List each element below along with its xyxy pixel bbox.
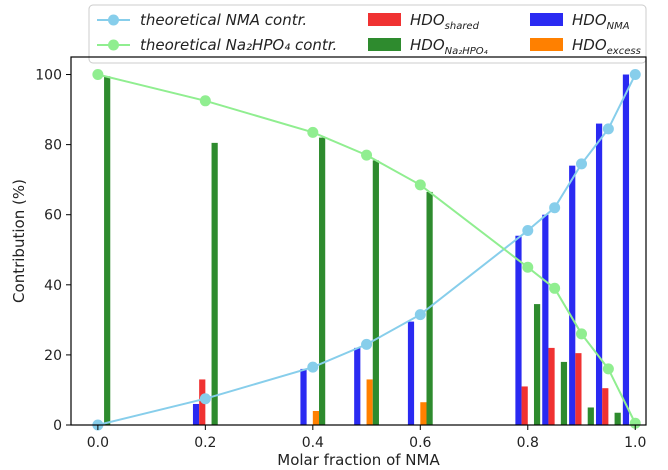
legend-label-excess: HDOexcess bbox=[572, 36, 641, 57]
point-theo_nma-2 bbox=[307, 361, 319, 373]
bar-excess-3 bbox=[366, 379, 373, 425]
legend-swatch-shared bbox=[368, 13, 401, 26]
point-theo_na-4 bbox=[414, 179, 426, 191]
line-theo_na bbox=[97, 73, 637, 424]
point-theo_na-2 bbox=[307, 126, 319, 138]
legend-label-shared: HDOshared bbox=[410, 11, 480, 32]
x-tick-label-0: 0.0 bbox=[87, 435, 109, 451]
bar-excess-4 bbox=[420, 402, 427, 425]
x-tick-label-5: 1.0 bbox=[624, 435, 646, 451]
bar-nma-1 bbox=[192, 403, 200, 425]
point-theo_na-0 bbox=[92, 69, 104, 81]
bar-excess-2 bbox=[312, 410, 320, 425]
bar-na2hpo4-3 bbox=[372, 160, 379, 425]
x-axis-label: Molar fraction of NMA bbox=[277, 451, 440, 469]
bar-nma-5 bbox=[515, 235, 522, 425]
bar-shared-7 bbox=[575, 353, 582, 425]
bar-nma-4 bbox=[407, 321, 415, 425]
point-theo_nma-1 bbox=[199, 393, 211, 405]
bar-nma-2 bbox=[300, 368, 307, 425]
legend-swatch-nma bbox=[530, 13, 563, 26]
point-theo_na-1 bbox=[199, 95, 211, 107]
bar-na2hpo4-0 bbox=[104, 76, 111, 425]
y-tick-label-4: 80 bbox=[44, 138, 62, 154]
y-axis-label: Contribution (%) bbox=[10, 179, 28, 303]
line-theo_nma bbox=[97, 74, 637, 426]
bar-nma-6 bbox=[542, 214, 549, 425]
bar-shared-5 bbox=[521, 386, 528, 425]
point-theo_na-5 bbox=[522, 261, 534, 273]
bar-nma-7 bbox=[569, 165, 576, 425]
point-theo_nma-9 bbox=[629, 69, 641, 81]
point-theo_na-8 bbox=[602, 363, 614, 375]
y-tick-label-0: 0 bbox=[53, 418, 62, 434]
y-tick-label-2: 40 bbox=[44, 278, 62, 294]
bars bbox=[104, 74, 630, 426]
legend-label-theo_na: theoretical Na₂HPO₄ contr. bbox=[140, 36, 337, 54]
y-tick-label-5: 100 bbox=[35, 68, 62, 84]
point-theo_na-3 bbox=[361, 149, 373, 161]
point-theo_nma-8 bbox=[602, 123, 614, 135]
point-theo_na-6 bbox=[549, 282, 561, 294]
y-tick-label-1: 20 bbox=[44, 348, 62, 364]
bar-nma-9 bbox=[622, 74, 630, 426]
legend-label-nma: HDONMA bbox=[572, 11, 630, 32]
legend-label-theo_nma: theoretical NMA contr. bbox=[140, 11, 307, 29]
axes: 0.0 0.2 0.4 0.6 0.8 1.0 0 20 40 60 80 100 bbox=[35, 56, 647, 451]
legend-marker-theo_nma bbox=[108, 14, 119, 26]
bar-na2hpo4-8 bbox=[614, 412, 621, 425]
bar-na2hpo4-6 bbox=[560, 361, 568, 425]
legend-box bbox=[88, 4, 647, 64]
legend: theoretical NMA contr. theoretical Na₂HPO… bbox=[88, 4, 647, 64]
legend-swatch-na2hpo4 bbox=[368, 38, 401, 51]
legend-swatch-excess bbox=[530, 38, 563, 51]
lines bbox=[92, 69, 641, 431]
point-theo_nma-6 bbox=[549, 202, 561, 214]
bar-na2hpo4-5 bbox=[533, 304, 541, 425]
point-theo_nma-5 bbox=[522, 224, 534, 236]
legend-label-na2hpo4: HDONa₂HPO₄ bbox=[410, 36, 488, 57]
point-theo_nma-3 bbox=[361, 338, 373, 350]
x-tick-label-4: 0.8 bbox=[517, 435, 539, 451]
bar-na2hpo4-1 bbox=[211, 142, 218, 425]
x-tick-label-2: 0.4 bbox=[302, 435, 324, 451]
legend-marker-theo_na bbox=[108, 39, 119, 51]
point-theo_nma-4 bbox=[414, 309, 426, 321]
point-theo_nma-7 bbox=[576, 158, 588, 170]
y-tick-label-3: 60 bbox=[44, 208, 62, 224]
bar-nma-3 bbox=[354, 347, 361, 425]
bar-na2hpo4-7 bbox=[587, 407, 594, 425]
bar-nma-8 bbox=[595, 123, 603, 425]
x-tick-label-1: 0.2 bbox=[194, 435, 216, 451]
point-theo_na-7 bbox=[576, 328, 588, 340]
point-theo_na-9 bbox=[629, 417, 641, 429]
bar-shared-8 bbox=[602, 388, 609, 425]
bar-na2hpo4-2 bbox=[319, 137, 326, 426]
x-tick-label-3: 0.6 bbox=[409, 435, 431, 451]
plot-frame bbox=[70, 56, 647, 426]
bar-shared-6 bbox=[548, 347, 555, 425]
